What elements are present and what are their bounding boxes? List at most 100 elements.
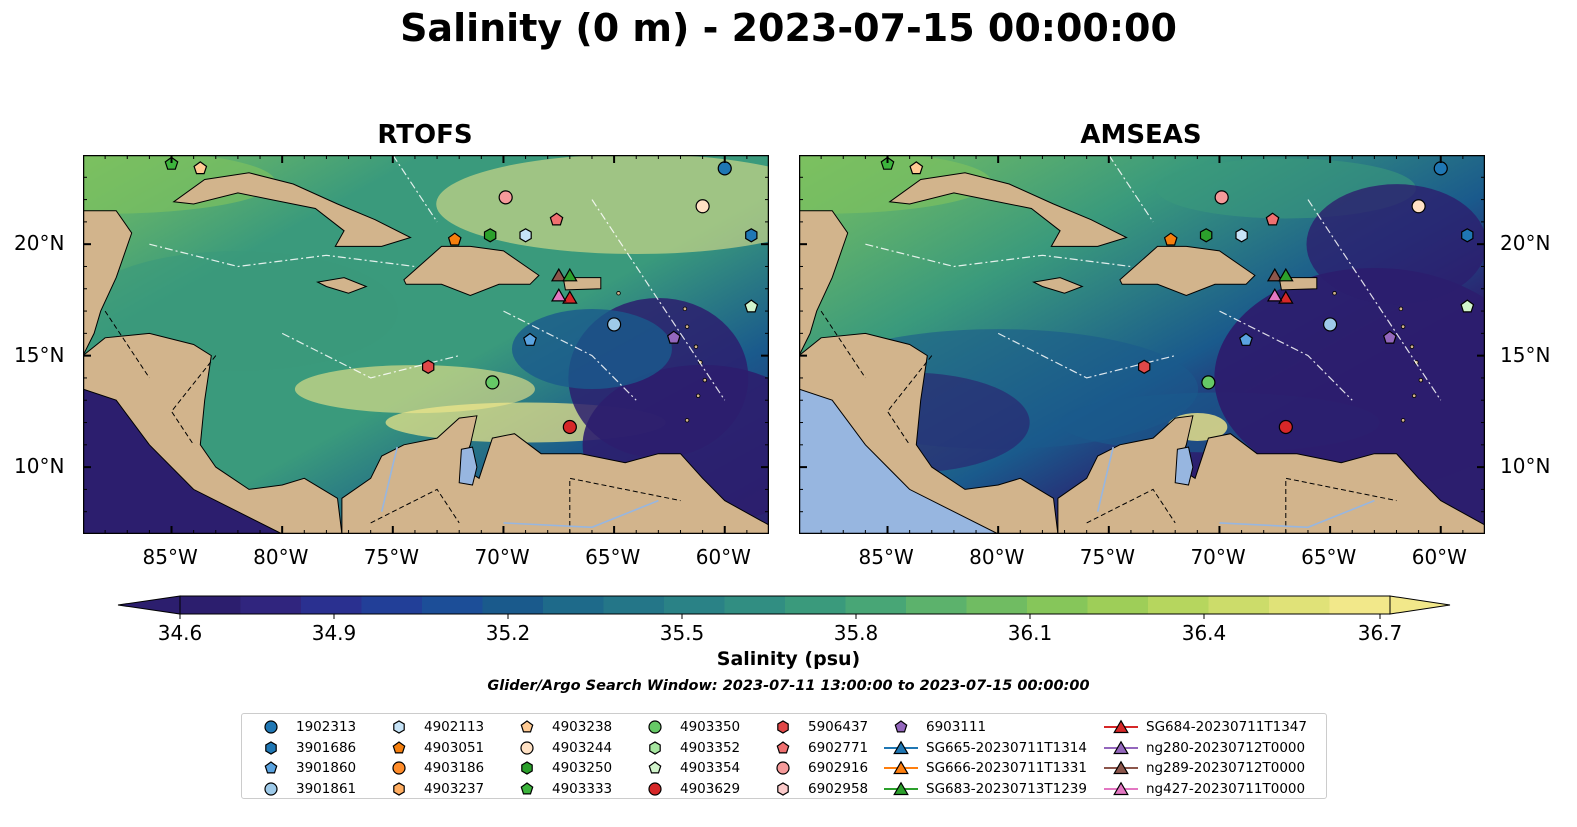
legend-label: 4903238: [552, 719, 613, 735]
marker-1902313[interactable]: [1433, 161, 1448, 176]
marker-6902916[interactable]: [1214, 190, 1229, 205]
legend-marker[interactable]: [265, 740, 277, 755]
legend-marker[interactable]: [648, 720, 662, 734]
colorbar-label: Salinity (psu): [716, 648, 861, 670]
legend-marker[interactable]: [520, 720, 534, 733]
marker-SG684-20230711T1347[interactable]: [1278, 290, 1294, 304]
legend-label: 6902771: [808, 739, 869, 756]
legend-marker[interactable]: [392, 740, 406, 753]
legend-item: ng280-20230712T0000: [1102, 738, 1322, 758]
lon-tick-label: 60°W: [1411, 545, 1467, 569]
legend-marker[interactable]: [264, 781, 278, 796]
marker-5906437[interactable]: [422, 359, 435, 374]
marker-4903238[interactable]: [193, 161, 208, 175]
legend-marker-icon: [521, 761, 533, 775]
marker-SG684-20230711T1347[interactable]: [562, 290, 578, 304]
legend-label: 5906437: [808, 719, 869, 735]
marker-4903244[interactable]: [695, 199, 710, 214]
legend-triangle[interactable]: [893, 760, 909, 775]
legend-marker-icon: [777, 720, 789, 734]
legend-marker[interactable]: [777, 781, 789, 796]
marker-6902771[interactable]: [549, 212, 564, 226]
legend-triangle[interactable]: [1113, 781, 1129, 795]
marker-4902113[interactable]: [519, 228, 532, 243]
legend-label: 4903237: [424, 780, 485, 797]
lat-tick-label: 10°N: [14, 454, 65, 479]
legend-marker-icon: [894, 720, 908, 733]
marker-4903333[interactable]: [164, 156, 179, 170]
lon-tick-label: 85°W: [858, 545, 914, 569]
marker-ng289-20230712T0000[interactable]: [550, 267, 567, 282]
marker-6902916[interactable]: [498, 190, 513, 205]
marker-SG683-20230713T1239[interactable]: [562, 267, 578, 282]
legend-triangle[interactable]: [1113, 719, 1129, 734]
marker-SG683-20230713T1239[interactable]: [1278, 267, 1294, 282]
marker-ng427-20230711T0000[interactable]: [1266, 287, 1283, 302]
marker-3901686[interactable]: [1461, 228, 1474, 243]
legend-marker[interactable]: [648, 781, 662, 796]
amseas-salinity-map[interactable]: [799, 155, 1485, 534]
marker-4903350[interactable]: [1201, 375, 1216, 390]
legend-triangle[interactable]: [893, 781, 909, 795]
legend-triangle[interactable]: [893, 740, 909, 754]
marker-3901860[interactable]: [1239, 332, 1253, 346]
legend-label: 4903186: [424, 760, 485, 776]
marker-6903111[interactable]: [1382, 330, 1397, 344]
legend-marker[interactable]: [776, 761, 790, 775]
marker-4903354[interactable]: [744, 299, 759, 313]
legend-label: 4903352: [680, 739, 741, 756]
marker-4903350[interactable]: [485, 375, 500, 390]
colorbar-tick-label: 34.6: [158, 621, 203, 645]
marker-4903354[interactable]: [1460, 299, 1475, 313]
marker-4903333[interactable]: [880, 156, 895, 170]
legend-marker[interactable]: [520, 740, 534, 755]
marker-ng289-20230712T0000[interactable]: [1266, 267, 1283, 282]
marker-4903051[interactable]: [1163, 232, 1178, 246]
lat-tick-label: 15°N: [1500, 342, 1551, 367]
marker-4903250[interactable]: [483, 228, 497, 243]
marker-4903244[interactable]: [1411, 199, 1426, 214]
legend-marker[interactable]: [648, 761, 662, 774]
marker-6902771[interactable]: [1265, 212, 1280, 226]
marker-4903238[interactable]: [909, 161, 924, 175]
legend-marker[interactable]: [649, 740, 661, 755]
legend-label: 3901686: [296, 739, 357, 756]
marker-ng427-20230711T0000[interactable]: [550, 287, 567, 302]
marker-3901860[interactable]: [523, 332, 537, 346]
marker-4902113[interactable]: [1235, 228, 1248, 243]
legend-marker-icon: [265, 740, 277, 755]
legend-label: SG683-20230713T1239: [926, 780, 1087, 797]
legend-marker[interactable]: [393, 720, 405, 734]
marker-4903629[interactable]: [562, 419, 577, 435]
legend-marker-icon: [520, 720, 534, 733]
legend-label: SG665-20230711T1314: [926, 739, 1087, 756]
salinity-colorbar: 34.6 34.9 35.2 35.5 35.8 36.1 36.4 36.7: [117, 595, 1451, 645]
legend-marker[interactable]: [894, 720, 908, 733]
marker-5906437[interactable]: [1138, 359, 1151, 374]
marker-4903250[interactable]: [1199, 228, 1213, 243]
lat-tick-label: 20°N: [14, 231, 65, 256]
legend-marker[interactable]: [264, 720, 278, 734]
rtofs-salinity-map[interactable]: [83, 155, 769, 534]
marker-3901686[interactable]: [745, 228, 758, 243]
marker-3901861[interactable]: [606, 317, 622, 332]
marker-3901861[interactable]: [1322, 317, 1338, 332]
legend-line-marker-icon: [884, 740, 918, 754]
legend-marker[interactable]: [777, 720, 789, 734]
legend-marker[interactable]: [393, 781, 405, 796]
legend-marker[interactable]: [521, 761, 533, 775]
legend-triangle[interactable]: [1113, 760, 1129, 775]
lon-tick-label: 75°W: [1079, 545, 1136, 569]
legend-marker[interactable]: [392, 761, 406, 775]
marker-1902313[interactable]: [717, 161, 732, 176]
legend-marker-icon: [264, 720, 278, 734]
legend-triangle[interactable]: [1113, 740, 1129, 754]
marker-4903629[interactable]: [1278, 419, 1293, 435]
marker-4903051[interactable]: [447, 232, 462, 246]
legend-marker[interactable]: [264, 761, 278, 774]
legend-marker[interactable]: [776, 740, 790, 753]
lon-tick-label: 70°W: [1190, 545, 1246, 569]
legend-label: ng280-20230712T0000: [1146, 739, 1306, 756]
legend-marker[interactable]: [520, 781, 534, 794]
marker-6903111[interactable]: [666, 330, 681, 344]
